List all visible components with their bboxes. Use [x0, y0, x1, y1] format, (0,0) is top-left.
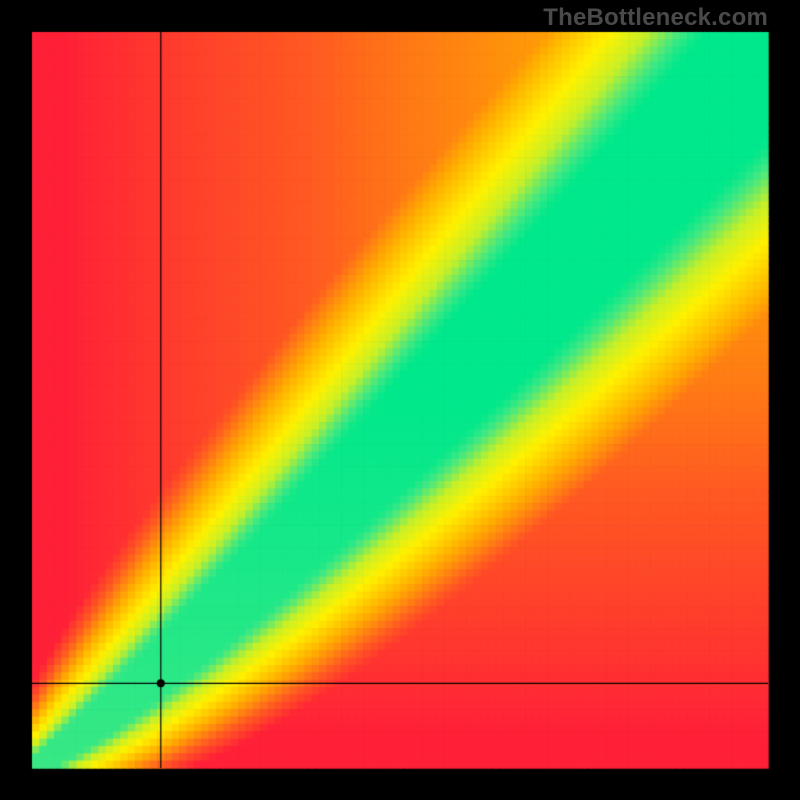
chart-container: TheBottleneck.com — [0, 0, 800, 800]
watermark-text: TheBottleneck.com — [543, 4, 768, 32]
bottleneck-heatmap — [0, 0, 800, 800]
